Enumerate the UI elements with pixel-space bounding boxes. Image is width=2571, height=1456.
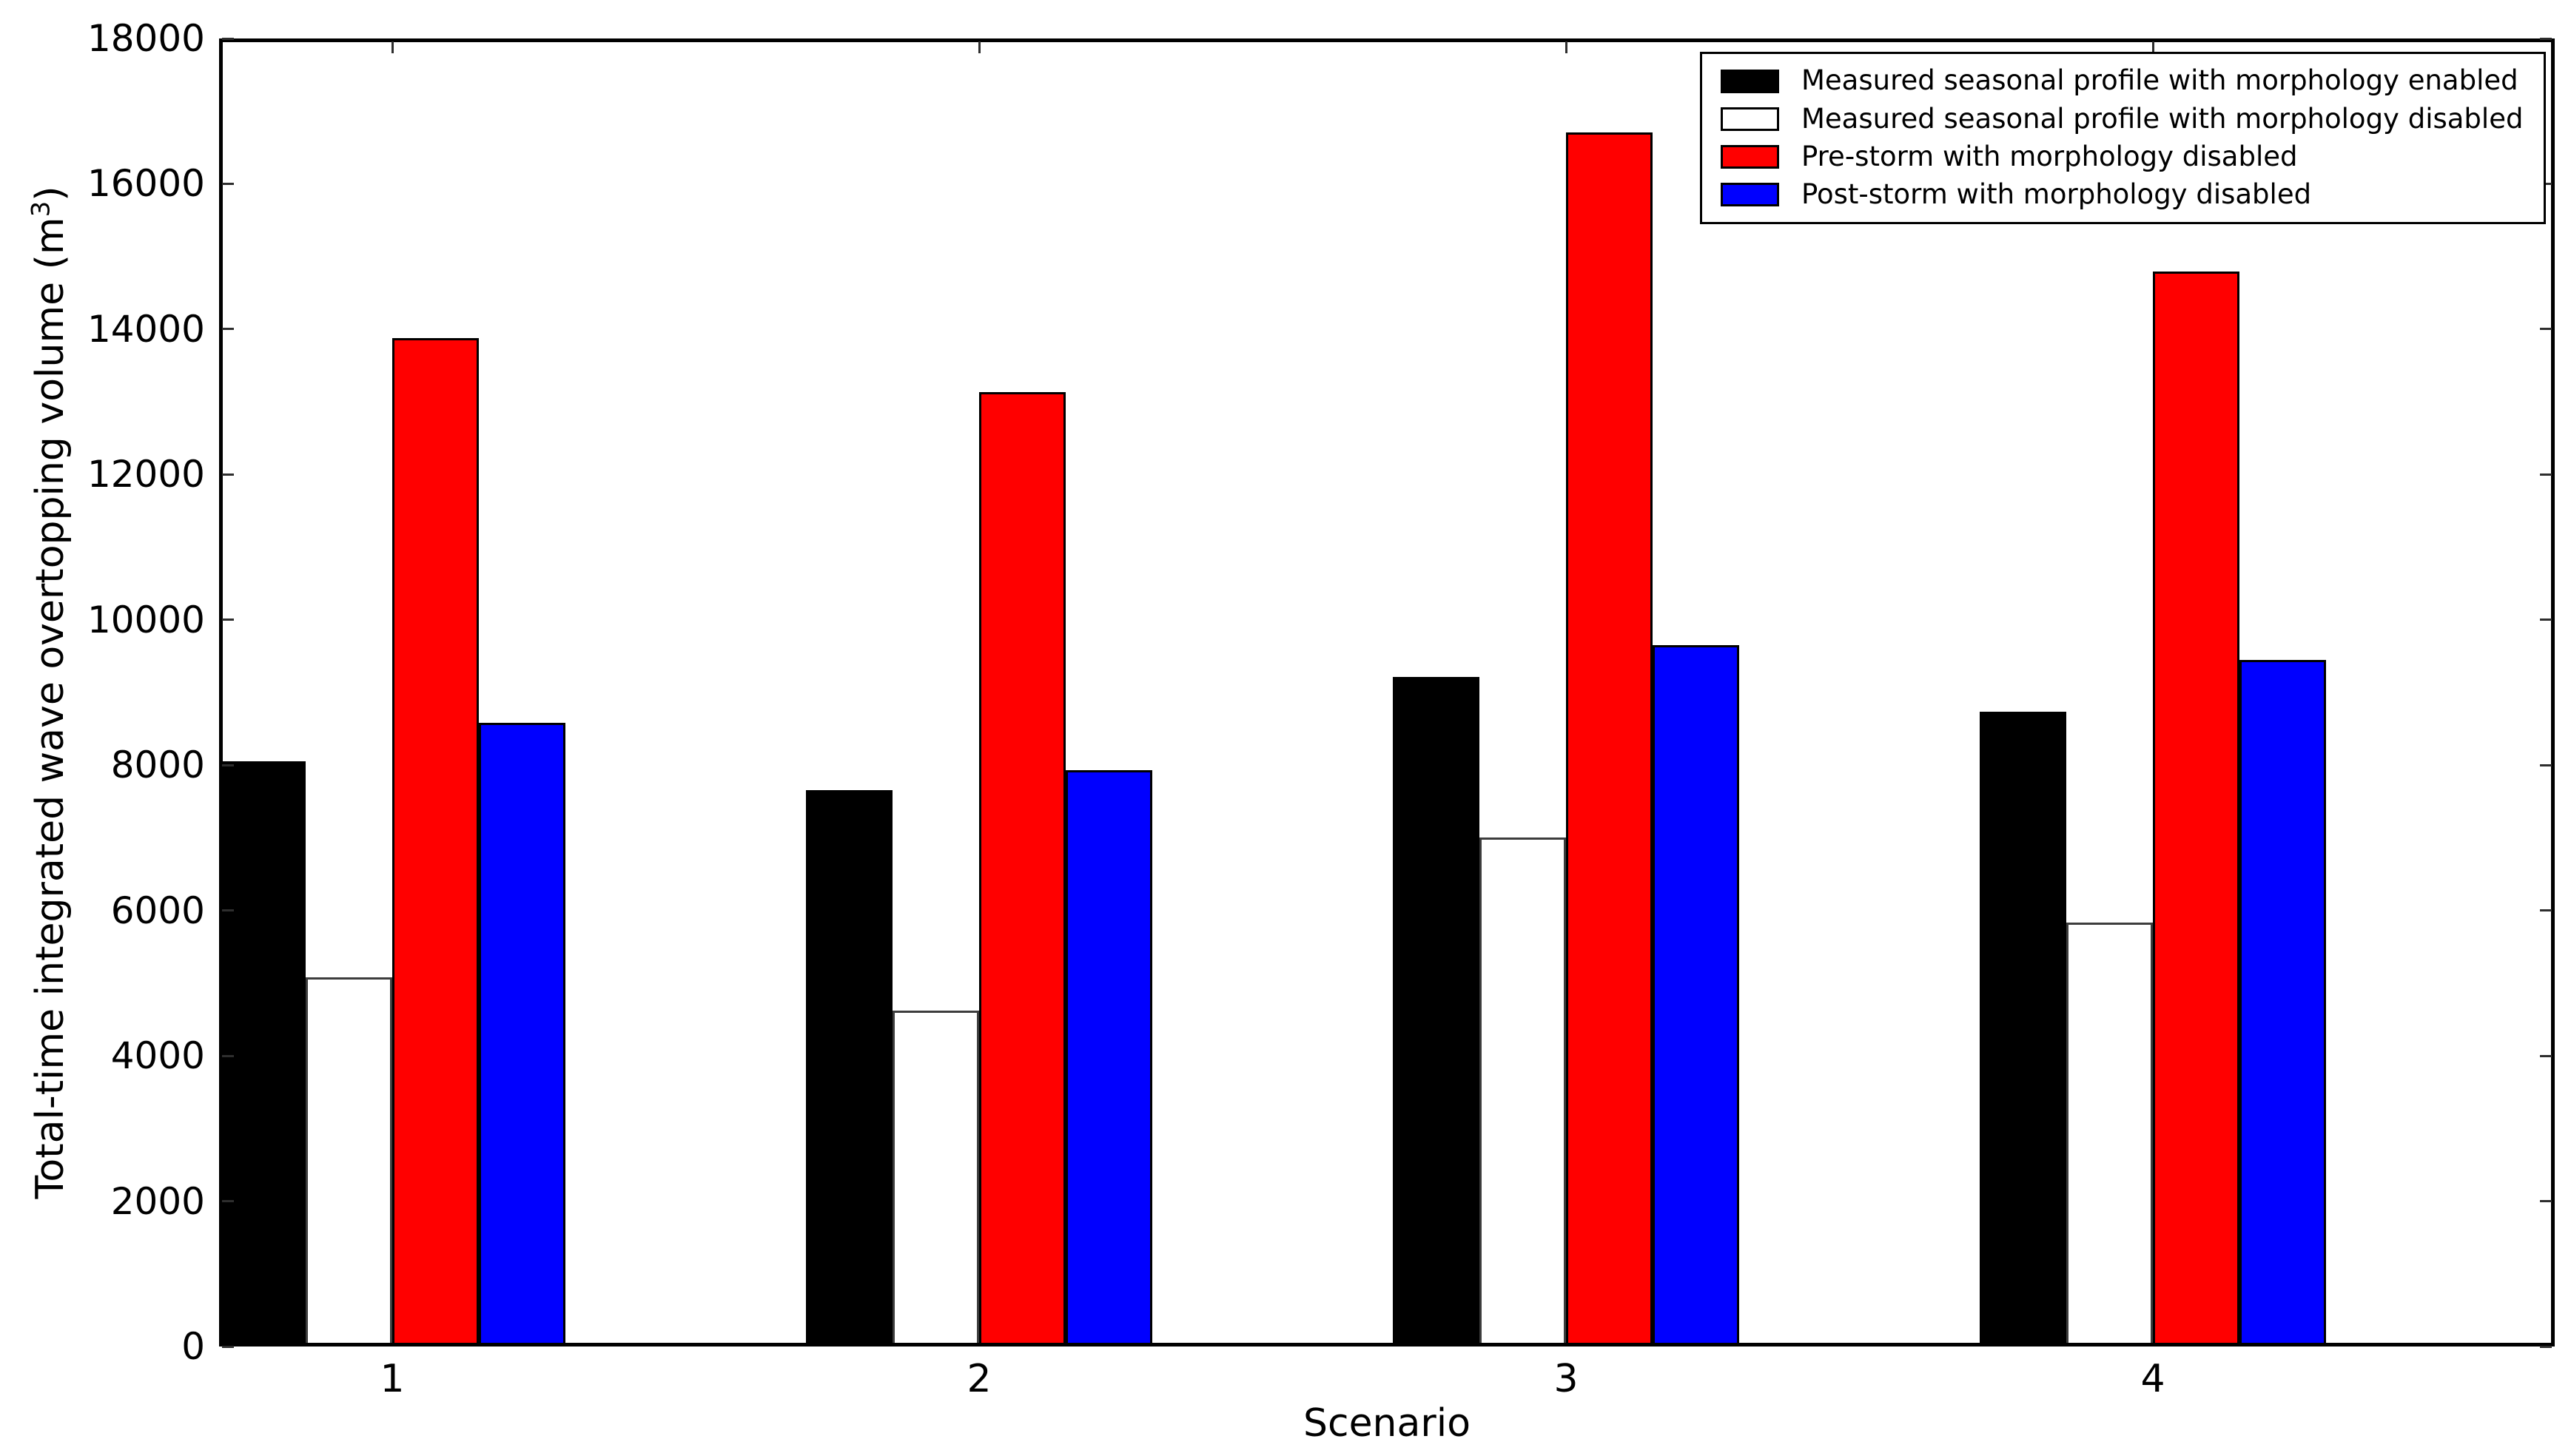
x-tick-mark-top-2 <box>978 41 981 53</box>
y-tick-mark-left-6000 <box>222 909 234 912</box>
legend-swatch-icon <box>1721 145 1779 169</box>
y-tick-mark-right-18000 <box>2540 37 2552 40</box>
x-tick-label-2: 2 <box>967 1357 992 1401</box>
bar-scenario4-series3 <box>2153 272 2239 1347</box>
y-tick-label-6000: 6000 <box>110 889 205 932</box>
y-tick-mark-right-10000 <box>2540 619 2552 621</box>
x-tick-label-3: 3 <box>1553 1357 1579 1401</box>
x-tick-mark-top-3 <box>1565 41 1567 53</box>
y-tick-mark-left-12000 <box>222 473 234 476</box>
bar-scenario1-series3 <box>392 337 479 1347</box>
legend-swatch-icon <box>1721 69 1779 93</box>
y-tick-mark-right-14000 <box>2540 328 2552 331</box>
bar-scenario4-series1 <box>1980 711 2066 1347</box>
legend-label: Measured seasonal profile with morpholog… <box>1801 64 2518 97</box>
legend-row-1: Measured seasonal profile with morpholog… <box>1721 66 2544 96</box>
y-tick-mark-left-0 <box>222 1345 234 1348</box>
bar-scenario2-series1 <box>806 789 893 1347</box>
y-axis-label-superscript: 3 <box>26 200 56 218</box>
x-tick-label-4: 4 <box>2140 1357 2165 1401</box>
bar-scenario3-series4 <box>1653 645 1739 1347</box>
y-tick-label-10000: 10000 <box>87 598 205 641</box>
y-tick-label-0: 0 <box>181 1325 205 1368</box>
y-tick-label-8000: 8000 <box>110 744 205 787</box>
y-axis-label: Total-time integrated wave overtopping v… <box>27 186 73 1199</box>
y-tick-mark-right-12000 <box>2540 473 2552 476</box>
y-tick-label-2000: 2000 <box>110 1179 205 1223</box>
y-tick-mark-left-18000 <box>222 37 234 40</box>
y-tick-mark-left-8000 <box>222 764 234 766</box>
y-tick-mark-left-14000 <box>222 328 234 331</box>
bar-scenario3-series1 <box>1393 677 1479 1347</box>
legend-row-4: Post-storm with morphology disabled <box>1721 178 2544 210</box>
y-axis-label-text: Total-time integrated wave overtopping v… <box>28 217 73 1199</box>
y-tick-label-12000: 12000 <box>87 453 205 496</box>
x-tick-label-1: 1 <box>380 1357 405 1401</box>
legend-row-3: Pre-storm with morphology disabled <box>1721 140 2544 172</box>
legend-label: Pre-storm with morphology disabled <box>1801 140 2298 172</box>
y-tick-mark-right-4000 <box>2540 1054 2552 1057</box>
legend-swatch-icon <box>1721 107 1779 131</box>
x-tick-mark-top-4 <box>2151 41 2154 53</box>
y-tick-mark-left-10000 <box>222 619 234 621</box>
y-tick-mark-right-2000 <box>2540 1200 2552 1203</box>
bar-scenario3-series3 <box>1566 132 1653 1347</box>
bar-scenario4-series4 <box>2239 659 2326 1347</box>
legend-box: Measured seasonal profile with morpholog… <box>1700 52 2546 224</box>
x-axis-label: Scenario <box>1303 1401 1471 1446</box>
y-tick-label-18000: 18000 <box>87 17 205 60</box>
bar-scenario2-series4 <box>1066 770 1152 1347</box>
x-tick-mark-top-1 <box>391 41 394 53</box>
y-tick-mark-left-16000 <box>222 182 234 185</box>
bar-scenario1-series2 <box>306 977 392 1347</box>
y-tick-mark-right-6000 <box>2540 909 2552 912</box>
y-tick-label-16000: 16000 <box>87 162 205 206</box>
legend-swatch-icon <box>1721 183 1779 207</box>
y-tick-label-14000: 14000 <box>87 307 205 351</box>
bar-scenario3-series2 <box>1479 837 1566 1347</box>
y-tick-mark-right-8000 <box>2540 764 2552 766</box>
legend-label: Measured seasonal profile with morpholog… <box>1801 102 2524 135</box>
bar-scenario2-series2 <box>893 1011 979 1347</box>
bar-scenario2-series3 <box>979 392 1066 1347</box>
legend-label: Post-storm with morphology disabled <box>1801 178 2312 210</box>
y-tick-label-4000: 4000 <box>110 1034 205 1078</box>
bar-scenario4-series2 <box>2066 923 2153 1347</box>
y-tick-mark-left-2000 <box>222 1200 234 1203</box>
y-tick-mark-right-16000 <box>2540 182 2552 185</box>
y-tick-mark-right-0 <box>2540 1345 2552 1348</box>
y-tick-mark-left-4000 <box>222 1054 234 1057</box>
y-axis-label-suffix: ) <box>28 186 73 201</box>
legend-row-2: Measured seasonal profile with morpholog… <box>1721 104 2544 135</box>
bar-scenario1-series4 <box>479 723 565 1347</box>
